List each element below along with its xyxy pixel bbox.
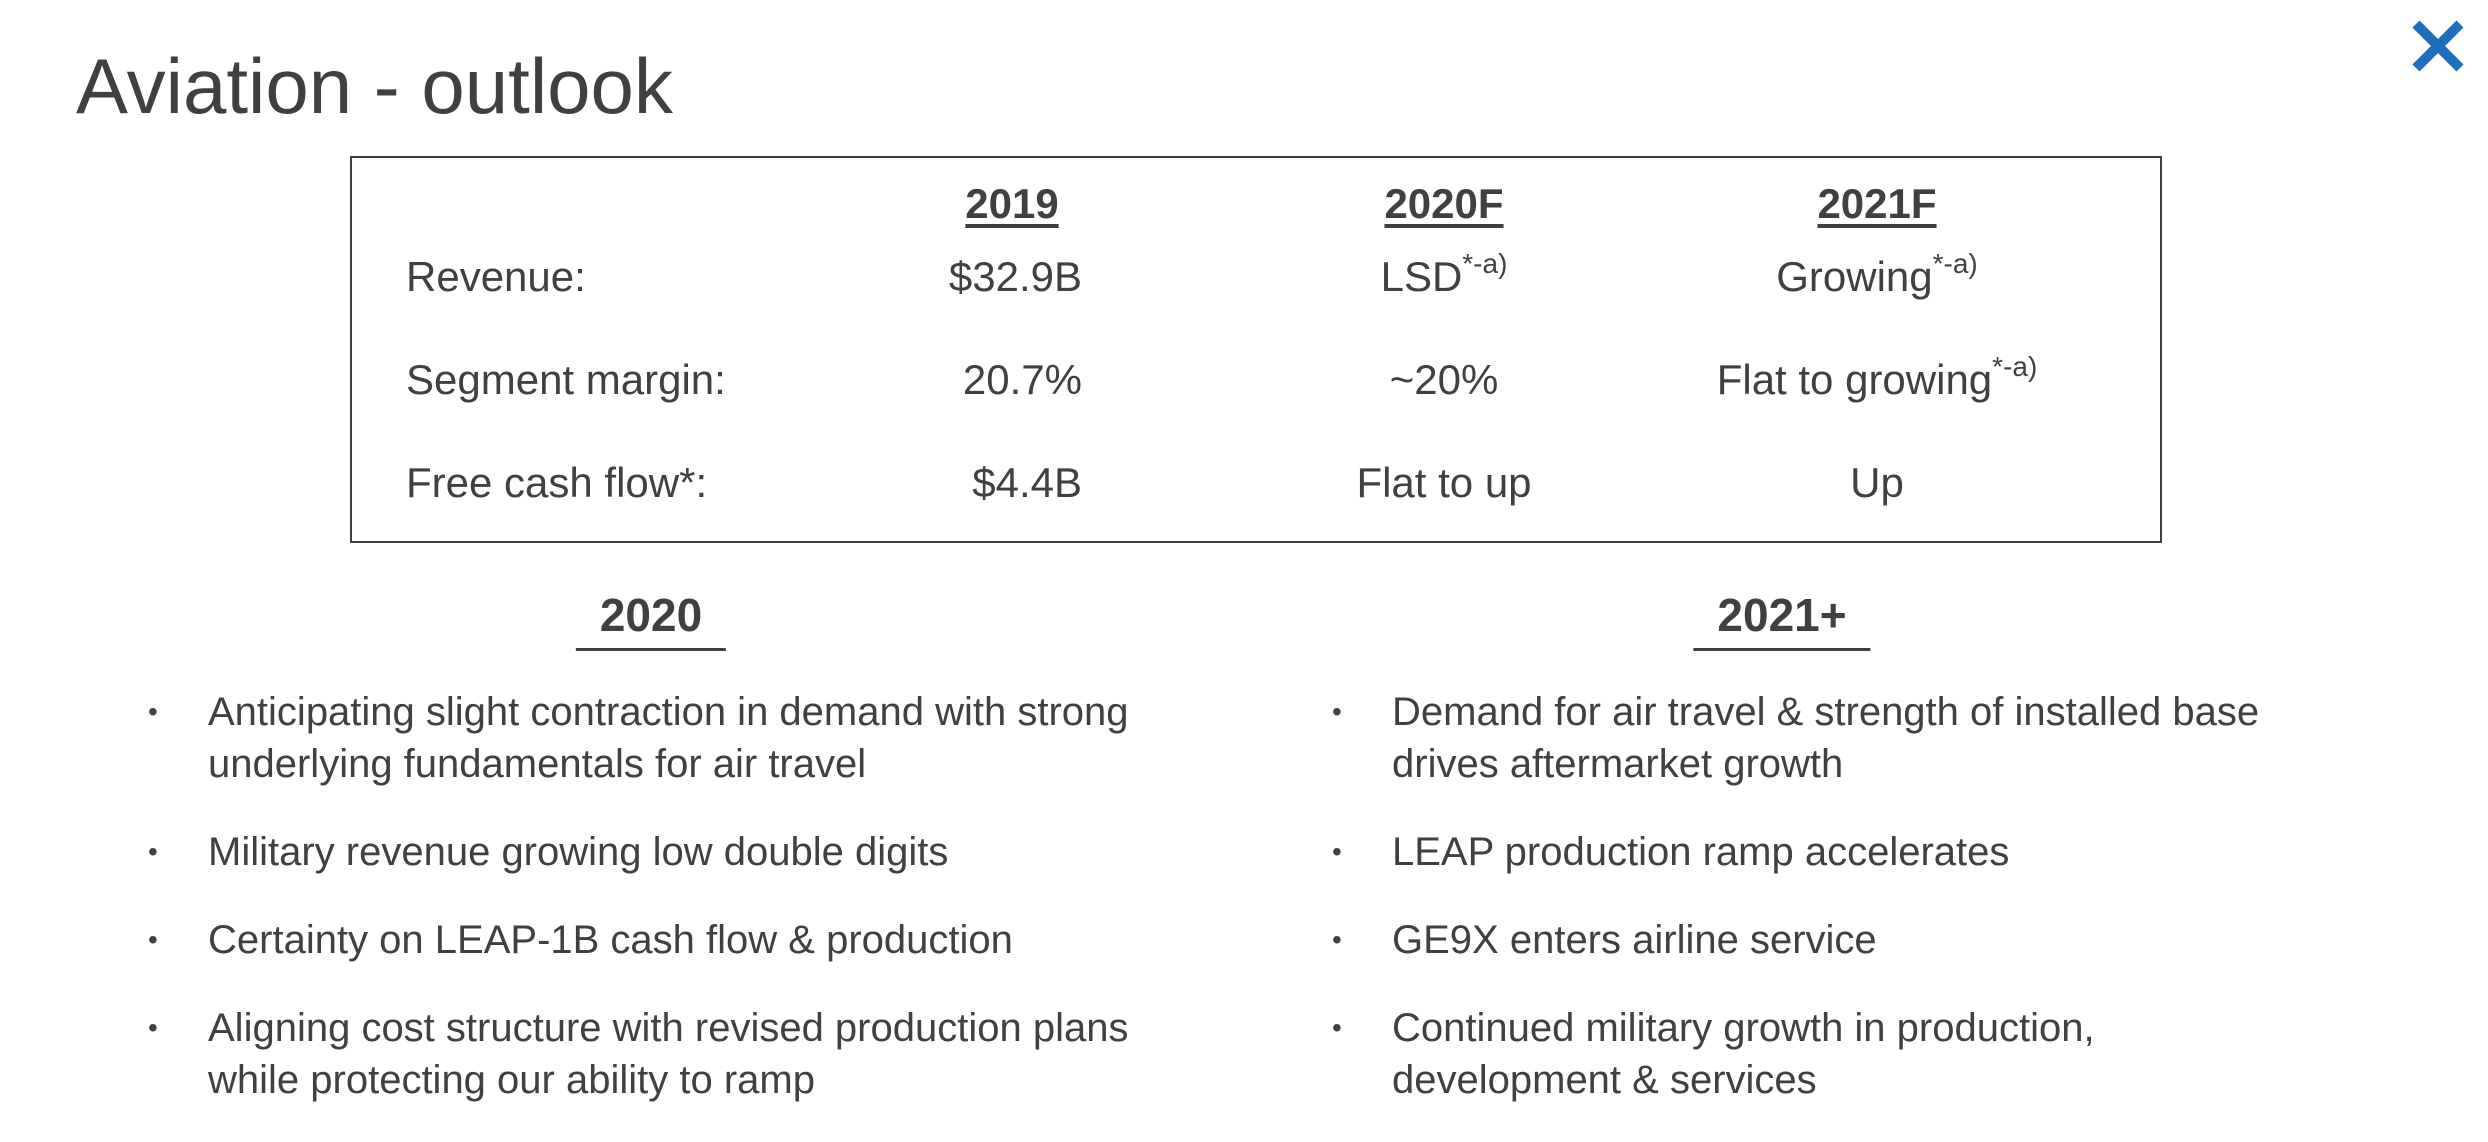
outlook-summary-table: 2019 2020F 2021F Revenue: $32.9B LSD*-a)…: [350, 156, 2162, 543]
section-heading-2021-plus: 2021+: [1693, 588, 1871, 651]
revenue-2020-value: LSD*-a): [1380, 248, 1508, 301]
bullet-icon: •: [1332, 1012, 1342, 1043]
list-item: • Continued military growth in production…: [1332, 1002, 2332, 1106]
segment-margin-2019-value: 20.7%: [962, 356, 1082, 403]
column-header-2019: 2019: [965, 180, 1059, 227]
bullet-icon: •: [148, 696, 158, 727]
list-item: • GE9X enters airline service: [1332, 914, 2332, 966]
bullet-icon: •: [1332, 696, 1342, 727]
bullet-icon: •: [148, 836, 158, 867]
bullet-icon: •: [1332, 836, 1342, 867]
footnote-marker: *-a): [1932, 248, 1978, 279]
row-label-revenue: Revenue:: [406, 253, 586, 300]
free-cash-flow-2020-value: Flat to up: [1356, 459, 1532, 506]
row-label-free-cash-flow: Free cash flow*:: [406, 459, 708, 506]
bullet-list-2021-plus: • Demand for air travel & strength of ins…: [1332, 686, 2332, 1142]
revenue-2021-value: Growing*-a): [1776, 248, 1978, 301]
column-header-2020f: 2020F: [1384, 180, 1504, 227]
x-cross-logo-icon: [2412, 20, 2464, 72]
list-item: • Aligning cost structure with revised pr…: [148, 1002, 1148, 1106]
footnote-marker: *-a): [1462, 248, 1508, 279]
bullet-list-2020: • Anticipating slight contraction in dema…: [148, 686, 1148, 1142]
segment-margin-2021-value: Flat to growing*-a): [1716, 351, 2038, 404]
list-item: • Anticipating slight contraction in dema…: [148, 686, 1148, 790]
page-title: Aviation - outlook: [76, 42, 673, 130]
footnote-marker: *-a): [1992, 351, 2038, 382]
column-header-2021f: 2021F: [1817, 180, 1937, 227]
row-label-segment-margin: Segment margin:: [406, 356, 726, 403]
list-item: • Certainty on LEAP-1B cash flow & produc…: [148, 914, 1148, 966]
free-cash-flow-2019-value: $4.4B: [972, 459, 1082, 506]
section-heading-2020: 2020: [575, 588, 727, 651]
revenue-2019-value: $32.9B: [948, 253, 1082, 300]
bullet-icon: •: [148, 1012, 158, 1043]
bullet-icon: •: [1332, 924, 1342, 955]
free-cash-flow-2021-value: Up: [1850, 459, 1904, 506]
list-item: • Demand for air travel & strength of ins…: [1332, 686, 2332, 790]
list-item: • Military revenue growing low double dig…: [148, 826, 1148, 878]
bullet-icon: •: [148, 924, 158, 955]
list-item: • LEAP production ramp accelerates: [1332, 826, 2332, 878]
segment-margin-2020-value: ~20%: [1389, 356, 1499, 403]
